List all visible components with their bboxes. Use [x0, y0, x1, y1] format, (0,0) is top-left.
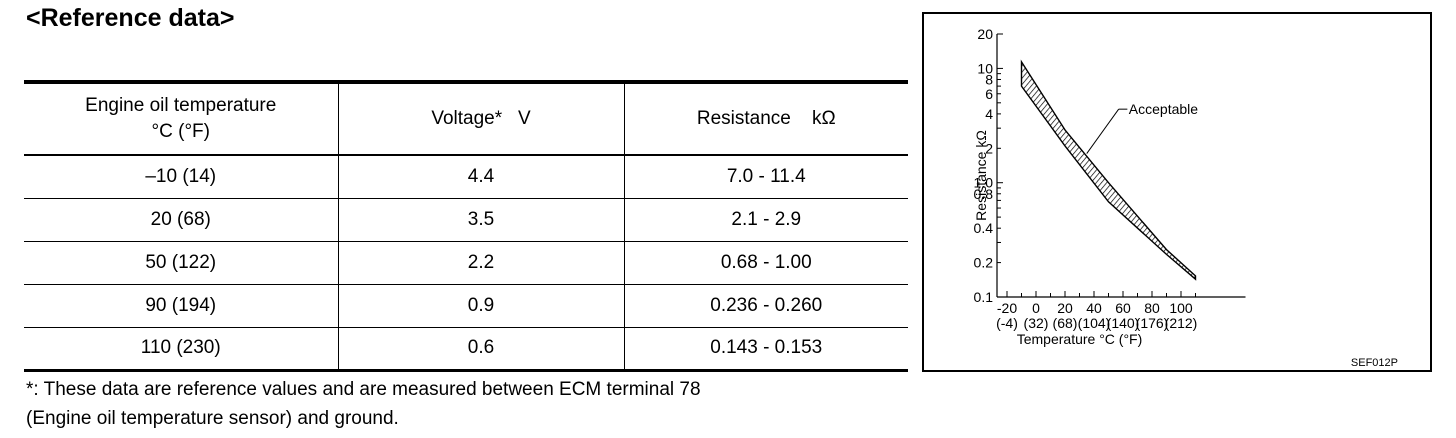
table-row: 90 (194) 0.9 0.236 - 0.260	[24, 284, 908, 328]
cell-resistance: 0.143 - 0.153	[623, 327, 908, 372]
figure-code: SEF012P	[1351, 357, 1398, 369]
x-tick-label-fahrenheit: (32)	[1024, 315, 1049, 331]
cell-temperature: 110 (230)	[24, 327, 338, 372]
y-tick-label: 20	[977, 26, 993, 42]
header-resistance: Resistance kΩ	[623, 82, 908, 156]
table-row: 110 (230) 0.6 0.143 - 0.153	[24, 327, 908, 372]
x-tick-label-celsius: 80	[1144, 300, 1160, 316]
resistance-chart: 201086421.00.80.40.20.1-20(-4)0(32)20(68…	[973, 26, 1398, 369]
y-tick-label: 1.0	[974, 175, 994, 191]
x-tick-label-celsius: 20	[1057, 300, 1073, 316]
y-tick-label: 0.2	[974, 255, 994, 271]
header-engine-oil-temperature: Engine oil temperature °C (°F)	[24, 82, 338, 156]
cell-voltage: 4.4	[337, 155, 624, 199]
x-tick-label-fahrenheit: (212)	[1165, 315, 1198, 331]
y-tick-label: 0.1	[974, 289, 994, 305]
x-tick-label-fahrenheit: (-4)	[996, 315, 1018, 331]
y-tick-label: 4	[985, 106, 993, 122]
cell-voltage: 0.6	[337, 327, 624, 372]
cell-voltage: 3.5	[337, 198, 624, 242]
table-row: –10 (14) 4.4 7.0 - 11.4	[24, 155, 908, 199]
y-tick-label: 2	[985, 140, 993, 156]
y-tick-label: 6	[985, 86, 993, 102]
x-tick-label-celsius: 40	[1086, 300, 1102, 316]
footnote-line2: (Engine oil temperature sensor) and grou…	[26, 408, 399, 429]
cell-temperature: –10 (14)	[24, 155, 338, 199]
cell-resistance: 0.68 - 1.00	[623, 241, 908, 285]
header-temp-line1: Engine oil temperature	[85, 95, 277, 116]
table-header-row: Engine oil temperature °C (°F) Voltage* …	[24, 82, 908, 156]
x-tick-label-fahrenheit: (176)	[1136, 315, 1169, 331]
annotation-leader-line	[1086, 108, 1120, 154]
reference-data-table: Engine oil temperature °C (°F) Voltage* …	[24, 80, 908, 372]
header-voltage: Voltage* V	[337, 82, 624, 156]
x-tick-label-celsius: 60	[1115, 300, 1131, 316]
cell-voltage: 2.2	[337, 241, 624, 285]
table-row: 20 (68) 3.5 2.1 - 2.9	[24, 198, 908, 242]
x-tick-label-fahrenheit: (140)	[1107, 315, 1140, 331]
y-tick-label: 0.4	[974, 220, 994, 236]
x-tick-label-celsius: 100	[1169, 300, 1193, 316]
x-axis-title: Temperature °C (°F)	[1017, 331, 1143, 347]
cell-temperature: 50 (122)	[24, 241, 338, 285]
y-tick-label: 10	[977, 60, 993, 76]
y-tick-label: 8	[985, 71, 993, 87]
acceptable-annotation: Acceptable	[1129, 101, 1198, 117]
footnote: *: These data are reference values and a…	[26, 375, 906, 433]
y-tick-label: 0.8	[974, 186, 994, 202]
cell-temperature: 90 (194)	[24, 284, 338, 328]
cell-resistance: 2.1 - 2.9	[623, 198, 908, 242]
x-tick-label-fahrenheit: (104)	[1078, 315, 1111, 331]
x-tick-label-celsius: -20	[997, 300, 1017, 316]
cell-resistance: 7.0 - 11.4	[623, 155, 908, 199]
footnote-line1: *: These data are reference values and a…	[26, 379, 701, 400]
x-tick-label-fahrenheit: (68)	[1053, 315, 1078, 331]
y-axis-title: Resistance kΩ	[973, 130, 989, 221]
x-tick-label-celsius: 0	[1032, 300, 1040, 316]
table-row: 50 (122) 2.2 0.68 - 1.00	[24, 241, 908, 285]
cell-voltage: 0.9	[337, 284, 624, 328]
resistance-chart-frame: 20 10 8 6 4 2 1.0 0.8 0.4 0.2 0.1 -20 (-4) 0 (32) 20 (68…	[922, 12, 1432, 372]
cell-resistance: 0.236 - 0.260	[623, 284, 908, 328]
section-heading: <Reference data>	[26, 4, 235, 32]
acceptable-band	[1020, 59, 1197, 281]
cell-temperature: 20 (68)	[24, 198, 338, 242]
header-temp-line2: °C (°F)	[151, 121, 210, 142]
